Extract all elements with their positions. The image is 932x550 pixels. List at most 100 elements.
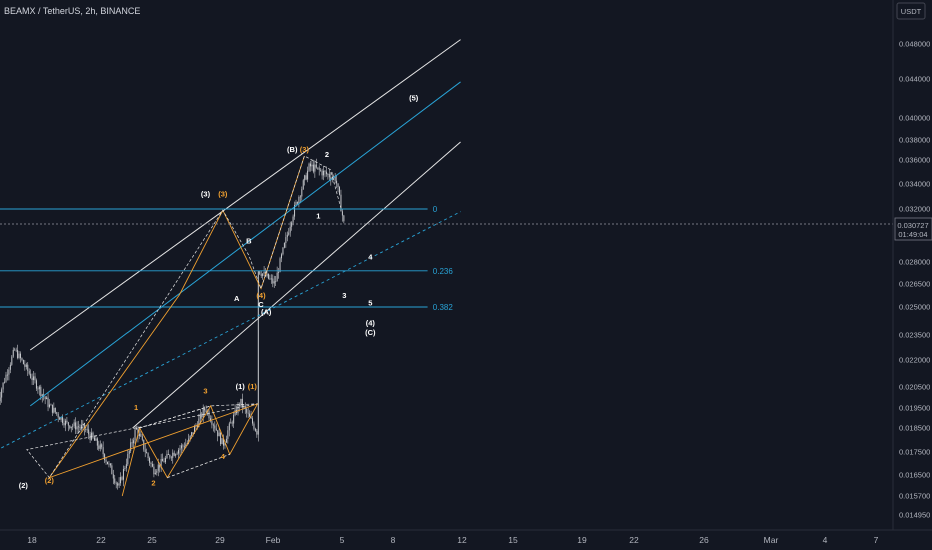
time-tick-label: 18 xyxy=(27,535,37,545)
wave-label: 3 xyxy=(342,291,346,300)
candle-body xyxy=(169,454,171,458)
candle-body xyxy=(173,452,175,456)
wave-label: 2 xyxy=(151,479,155,488)
candle-body xyxy=(311,164,313,167)
candle-body xyxy=(57,413,59,418)
candle-body xyxy=(281,254,282,259)
candle-body xyxy=(211,421,213,425)
candle-body xyxy=(185,444,187,448)
candle-body xyxy=(141,436,143,440)
price-tick-label: 0.023500 xyxy=(899,331,930,340)
price-tick-label: 0.020500 xyxy=(899,383,930,392)
candle-body xyxy=(283,243,285,248)
pattern-dashed-line xyxy=(167,453,230,478)
candle-body xyxy=(291,222,293,227)
time-tick-label: 7 xyxy=(874,535,879,545)
candle-body xyxy=(310,163,311,167)
candle-body xyxy=(8,369,10,375)
fib-level-label: 0 xyxy=(433,205,438,214)
candle-body xyxy=(93,437,95,441)
candle-body xyxy=(191,432,193,436)
wave-label: (5) xyxy=(409,93,419,102)
candle-body xyxy=(263,271,265,274)
candle-body xyxy=(44,396,46,400)
candle-body xyxy=(186,443,188,445)
candle-body xyxy=(269,278,271,280)
current-price-badge: 0.030727 01:49:04 xyxy=(894,217,932,241)
fib-level-label: 0.382 xyxy=(433,303,454,312)
candle-body xyxy=(98,445,100,449)
candle-body xyxy=(228,423,230,431)
candle-body xyxy=(257,271,259,435)
candle-body xyxy=(120,477,122,484)
price-axis[interactable]: 0.048000 0.044000 0.040000 0.038000 0.036000… xyxy=(899,40,930,520)
candle-body xyxy=(107,461,108,465)
candle-body xyxy=(260,274,262,276)
candle-body xyxy=(182,445,184,447)
candle-body xyxy=(249,413,251,417)
candle-body xyxy=(17,350,19,358)
wave-label: 1 xyxy=(134,403,138,412)
candle-body xyxy=(111,465,113,475)
currency-button[interactable]: USDT xyxy=(896,2,926,20)
candle-body xyxy=(34,376,36,381)
candle-body xyxy=(327,174,329,175)
wave-label: 2 xyxy=(325,150,329,159)
wave-label: (4) xyxy=(256,291,266,300)
candle-body xyxy=(63,422,65,426)
candle-body xyxy=(153,466,155,475)
wave-label: (1) xyxy=(236,382,246,391)
candle-body xyxy=(296,202,298,204)
candle-body xyxy=(37,388,39,390)
candle-body xyxy=(138,433,140,437)
time-tick-label: Feb xyxy=(266,535,281,545)
candle-body xyxy=(321,170,323,176)
price-tick-label: 0.017500 xyxy=(899,448,930,457)
candle-body xyxy=(147,453,149,458)
candle-body xyxy=(253,423,255,429)
price-tick-label: 0.016500 xyxy=(899,471,930,480)
candle-body xyxy=(31,377,33,381)
candle-body xyxy=(176,453,178,455)
candle-body xyxy=(205,410,207,412)
candle-body xyxy=(25,364,27,367)
candle-body xyxy=(156,470,158,473)
candle-body xyxy=(183,446,185,448)
candle-body xyxy=(330,177,332,180)
wave-label: 4 xyxy=(221,452,226,461)
candle-body xyxy=(223,438,224,446)
price-tick-label: 0.034000 xyxy=(899,180,930,189)
wave-label: (C) xyxy=(365,328,376,337)
price-tick-label: 0.032000 xyxy=(899,205,930,214)
candle-body xyxy=(299,196,301,198)
wave-label: B xyxy=(246,236,252,245)
candle-body xyxy=(95,438,97,441)
candle-body xyxy=(1,389,3,398)
candle-body xyxy=(214,425,216,429)
price-tick-label: 0.040000 xyxy=(899,114,930,123)
time-tick-label: 22 xyxy=(96,535,106,545)
current-price-value: 0.030727 xyxy=(897,221,928,230)
price-tick-label: 0.026500 xyxy=(899,280,930,289)
candle-body xyxy=(292,216,294,223)
candle-body xyxy=(227,430,229,439)
drawings-layer: 0 0.236 0.382 xyxy=(0,39,461,497)
candle-body xyxy=(237,404,239,414)
candle-body xyxy=(262,273,264,276)
candle-body xyxy=(278,271,280,273)
candle-body xyxy=(314,164,316,172)
time-axis[interactable]: 18 22 25 29 Feb 5 8 12 15 19 22 26 Mar 4 7 xyxy=(27,535,878,545)
candle-body xyxy=(151,463,153,467)
wave-label: A xyxy=(234,294,240,303)
candle-body xyxy=(91,432,93,440)
candle-body xyxy=(273,281,275,284)
wave-label: 1 xyxy=(316,211,320,220)
candle-body xyxy=(109,463,111,466)
candle-body xyxy=(131,442,133,444)
candle-body xyxy=(122,469,124,480)
candle-body xyxy=(49,404,50,407)
